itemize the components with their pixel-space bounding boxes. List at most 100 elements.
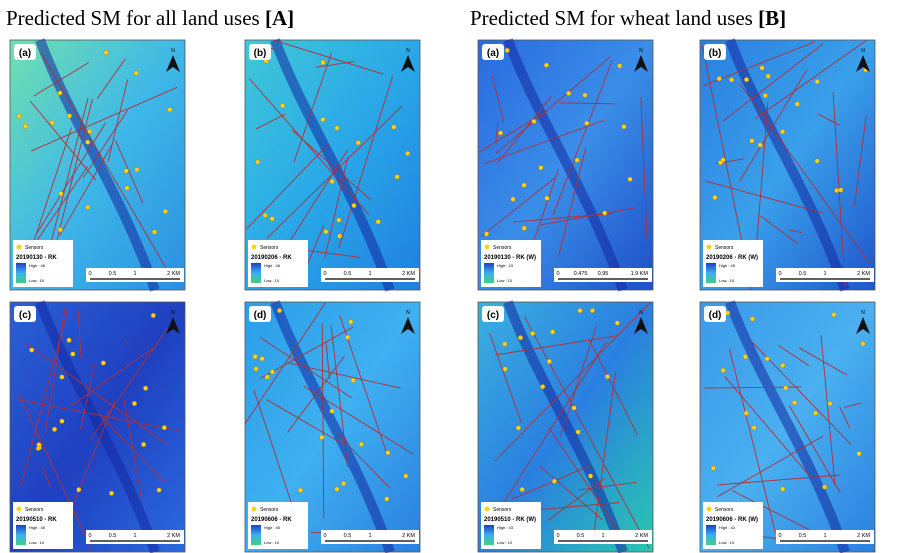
sensor — [76, 487, 81, 492]
legend-low: Low : 10 — [719, 540, 735, 545]
sensor — [67, 338, 72, 343]
sensor — [547, 359, 552, 364]
north-label: N — [406, 310, 410, 316]
panel-label: (c) — [487, 310, 499, 321]
sensor — [861, 341, 866, 346]
map-panel: (a)NSensors20190130 - RK (W)High : 43Low… — [478, 40, 653, 290]
sensor — [622, 124, 627, 129]
sensor — [349, 320, 354, 325]
sensor — [67, 114, 72, 119]
sensor — [324, 229, 329, 234]
scale-label: 0 — [88, 271, 91, 277]
sensor — [516, 426, 521, 431]
sensor — [721, 368, 726, 373]
sensor — [386, 450, 391, 455]
legend-high: High : 45 — [264, 525, 281, 530]
sensor — [351, 378, 356, 383]
sensor — [260, 356, 265, 361]
sensor — [330, 179, 335, 184]
legend-ramp — [251, 263, 261, 283]
map-panel: (b)NSensors20190206 - RK (W)High : 45Low… — [700, 40, 875, 290]
sensor — [744, 411, 749, 416]
scale-label: 2 KM — [167, 533, 180, 539]
sensor — [60, 419, 65, 424]
scale-label: 0.5 — [799, 271, 807, 277]
scale-label: 2 KM — [857, 271, 870, 277]
sensor — [134, 71, 139, 76]
sensor — [395, 175, 400, 180]
sensor — [615, 321, 620, 326]
sensor — [330, 409, 335, 414]
legend-text: Sensors — [25, 507, 44, 513]
north-label: N — [639, 310, 643, 316]
sensor — [23, 124, 28, 129]
sensor — [815, 159, 820, 164]
legend-date: 20190606 - RK (W) — [706, 517, 758, 523]
sensor — [125, 186, 130, 191]
legend-date: 20190510 - RK — [16, 517, 57, 523]
sensor — [255, 160, 260, 165]
legend-date: 20190130 - RK — [16, 255, 57, 261]
map-panel: (d)NSensors20190606 - RKHigh : 45Low : 1… — [245, 302, 420, 552]
sensor — [359, 442, 364, 447]
sensor — [758, 143, 763, 148]
scale-label: 2 KM — [402, 533, 415, 539]
north-label: N — [861, 48, 865, 54]
sensor — [71, 352, 76, 357]
sensor — [85, 140, 90, 145]
sensor — [254, 367, 259, 372]
sensor — [335, 126, 340, 131]
sensor — [750, 317, 755, 322]
sensor — [832, 312, 837, 317]
legend-dot — [252, 245, 257, 250]
legend-low: Low : 10 — [497, 540, 513, 545]
sensor — [60, 375, 65, 380]
north-label: N — [171, 48, 175, 54]
sensor — [718, 160, 723, 165]
sensor — [335, 487, 340, 492]
scale-label: 1.9 KM — [631, 271, 649, 277]
sensor — [50, 120, 55, 125]
scale-label: 0.5 — [344, 533, 352, 539]
title-tag: [B] — [758, 6, 786, 30]
sensor — [29, 348, 34, 353]
sensor — [319, 435, 324, 440]
legend-text: Sensors — [493, 245, 512, 251]
sensor — [505, 48, 510, 53]
sensor — [628, 177, 633, 182]
title-tag: [A] — [265, 6, 294, 30]
sensor — [152, 230, 157, 235]
sensor — [795, 102, 800, 107]
sensor — [544, 63, 549, 68]
sensor — [511, 197, 516, 202]
legend-dot — [485, 507, 490, 512]
sensor — [502, 342, 507, 347]
panel-label: (d) — [254, 310, 267, 321]
sensor — [58, 227, 63, 232]
legend-high: High : 45 — [719, 263, 736, 268]
sensor — [104, 50, 109, 55]
legend-high: High : 45 — [29, 525, 46, 530]
sensor — [101, 361, 106, 366]
scale-label: 0.5 — [344, 271, 352, 277]
sensor — [385, 497, 390, 502]
sensor — [124, 169, 129, 174]
sensor — [265, 375, 270, 380]
sensor — [392, 125, 397, 130]
sensor — [520, 487, 525, 492]
sensor — [321, 60, 326, 65]
sensor — [590, 308, 595, 313]
scale-label: 2 KM — [167, 271, 180, 277]
sensor — [752, 425, 757, 430]
sensor — [583, 93, 588, 98]
scale-label: 1 — [133, 533, 136, 539]
legend-date: 20190510 - RK (W) — [484, 517, 536, 523]
scale-label: 1 — [368, 271, 371, 277]
sensor — [270, 370, 275, 375]
scale-label: 0.475 — [574, 271, 588, 277]
sensor — [763, 93, 768, 98]
sensor — [713, 195, 718, 200]
